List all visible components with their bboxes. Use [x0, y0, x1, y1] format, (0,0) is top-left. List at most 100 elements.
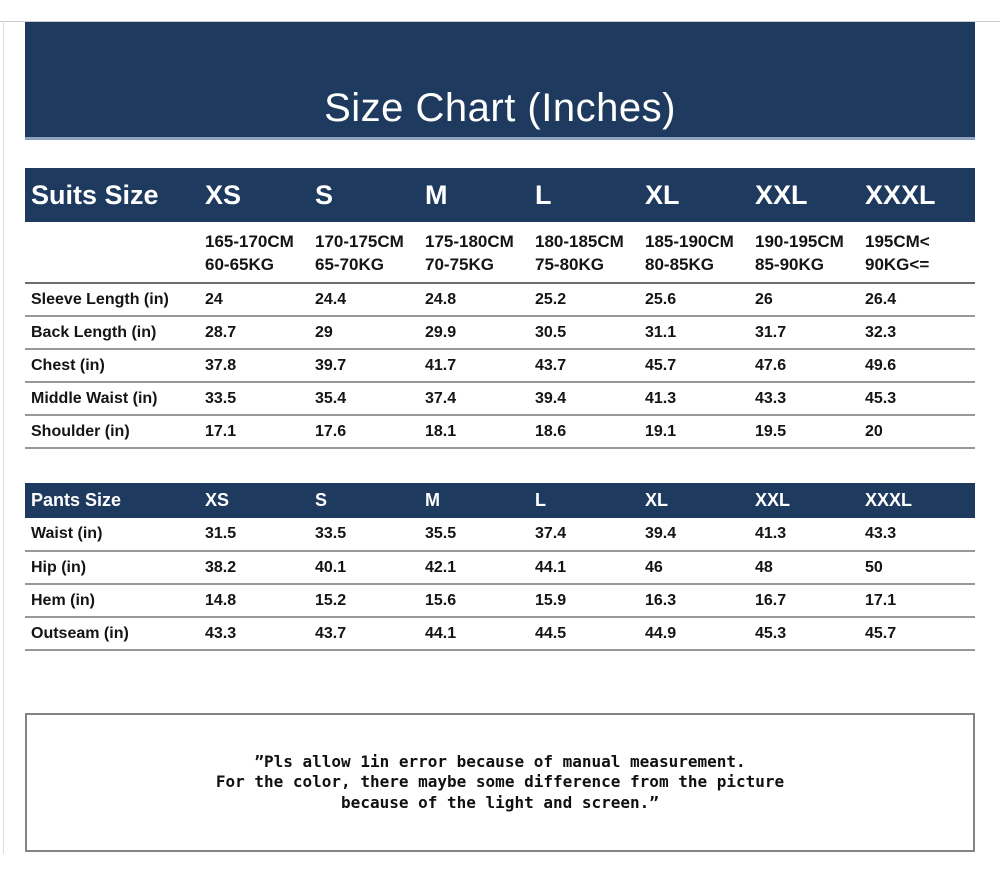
value-cell: 28.7	[205, 316, 315, 350]
value-cell: 17.1	[205, 415, 315, 449]
suits-table-title: Suits Size	[25, 168, 205, 222]
value-cell: 41.3	[645, 382, 755, 416]
value-cell: 37.8	[205, 349, 315, 383]
range-cell: 170-175CM 65-70KG	[315, 222, 425, 284]
pants-table-title: Pants Size	[25, 483, 205, 518]
value-cell: 18.1	[425, 415, 535, 449]
row-label: Sleeve Length (in)	[25, 283, 205, 317]
value-cell: 39.4	[535, 382, 645, 416]
size-col-header-xs: XS	[205, 483, 315, 518]
table-row-hip: Hip (in) 38.2 40.1 42.1 44.1 46 48 50	[25, 551, 975, 585]
value-cell: 32.3	[865, 316, 975, 350]
value-cell: 44.1	[425, 617, 535, 651]
table-row-shoulder: Shoulder (in) 17.1 17.6 18.1 18.6 19.1 1…	[25, 415, 975, 449]
value-cell: 50	[865, 551, 975, 585]
value-cell: 44.5	[535, 617, 645, 651]
range-cell: 190-195CM 85-90KG	[755, 222, 865, 284]
range-cell: 185-190CM 80-85KG	[645, 222, 755, 284]
size-col-header-l: L	[535, 168, 645, 222]
value-cell: 15.6	[425, 584, 535, 618]
value-cell: 19.5	[755, 415, 865, 449]
value-cell: 47.6	[755, 349, 865, 383]
note-line: ”Pls allow 1in error because of manual m…	[254, 751, 746, 771]
value-cell: 33.5	[315, 518, 425, 552]
value-cell: 30.5	[535, 316, 645, 350]
row-label: Hem (in)	[25, 584, 205, 618]
value-cell: 29.9	[425, 316, 535, 350]
range-cell: 175-180CM 70-75KG	[425, 222, 535, 284]
value-cell: 31.7	[755, 316, 865, 350]
value-cell: 25.6	[645, 283, 755, 317]
ranges-row-label	[25, 222, 205, 284]
value-cell: 25.2	[535, 283, 645, 317]
value-cell: 44.9	[645, 617, 755, 651]
size-col-header-m: M	[425, 168, 535, 222]
size-col-header-m: M	[425, 483, 535, 518]
table-row-hem: Hem (in) 14.8 15.2 15.6 15.9 16.3 16.7 1…	[25, 584, 975, 618]
size-col-header-xxxl: XXXL	[865, 483, 975, 518]
value-cell: 45.7	[645, 349, 755, 383]
value-cell: 16.3	[645, 584, 755, 618]
value-cell: 45.3	[755, 617, 865, 651]
pants-size-table: Pants Size XS S M L XL XXL XXXL Waist (i…	[25, 483, 975, 651]
size-col-header-s: S	[315, 483, 425, 518]
value-cell: 43.3	[205, 617, 315, 651]
value-cell: 43.7	[315, 617, 425, 651]
value-cell: 38.2	[205, 551, 315, 585]
page-left-divider	[3, 21, 4, 854]
suits-header-row: Suits Size XS S M L XL XXL XXXL	[25, 168, 975, 222]
value-cell: 43.7	[535, 349, 645, 383]
title-banner: Size Chart (Inches)	[25, 22, 975, 140]
value-cell: 48	[755, 551, 865, 585]
row-label: Waist (in)	[25, 518, 205, 552]
value-cell: 42.1	[425, 551, 535, 585]
size-col-header-xl: XL	[645, 168, 755, 222]
value-cell: 45.7	[865, 617, 975, 651]
value-cell: 24.4	[315, 283, 425, 317]
value-cell: 37.4	[425, 382, 535, 416]
value-cell: 26	[755, 283, 865, 317]
size-col-header-l: L	[535, 483, 645, 518]
size-col-header-xxl: XXL	[755, 483, 865, 518]
value-cell: 29	[315, 316, 425, 350]
value-cell: 41.7	[425, 349, 535, 383]
value-cell: 40.1	[315, 551, 425, 585]
value-cell: 39.7	[315, 349, 425, 383]
value-cell: 41.3	[755, 518, 865, 552]
value-cell: 31.5	[205, 518, 315, 552]
value-cell: 49.6	[865, 349, 975, 383]
value-cell: 19.1	[645, 415, 755, 449]
value-cell: 37.4	[535, 518, 645, 552]
table-row-middle-waist: Middle Waist (in) 33.5 35.4 37.4 39.4 41…	[25, 382, 975, 416]
table-row-outseam: Outseam (in) 43.3 43.7 44.1 44.5 44.9 45…	[25, 617, 975, 651]
page-title: Size Chart (Inches)	[324, 86, 676, 130]
height-weight-ranges-row: 165-170CM 60-65KG 170-175CM 65-70KG 175-18…	[25, 222, 975, 284]
value-cell: 24.8	[425, 283, 535, 317]
measurement-note-box: ”Pls allow 1in error because of manual m…	[25, 713, 975, 852]
value-cell: 31.1	[645, 316, 755, 350]
suits-size-table: Suits Size XS S M L XL XXL XXXL 165-170C…	[25, 168, 975, 449]
value-cell: 14.8	[205, 584, 315, 618]
note-line: For the color, there maybe some differen…	[215, 772, 785, 792]
row-label: Hip (in)	[25, 551, 205, 585]
value-cell: 15.9	[535, 584, 645, 618]
value-cell: 43.3	[755, 382, 865, 416]
value-cell: 18.6	[535, 415, 645, 449]
row-label: Chest (in)	[25, 349, 205, 383]
size-col-header-xs: XS	[205, 168, 315, 222]
value-cell: 17.1	[865, 584, 975, 618]
value-cell: 26.4	[865, 283, 975, 317]
value-cell: 39.4	[645, 518, 755, 552]
range-cell: 165-170CM 60-65KG	[205, 222, 315, 284]
value-cell: 43.3	[865, 518, 975, 552]
page-top-divider	[0, 21, 1000, 22]
value-cell: 15.2	[315, 584, 425, 618]
row-label: Back Length (in)	[25, 316, 205, 350]
value-cell: 35.4	[315, 382, 425, 416]
note-line: because of the light and screen.”	[341, 792, 659, 812]
size-col-header-xl: XL	[645, 483, 755, 518]
value-cell: 17.6	[315, 415, 425, 449]
row-label: Middle Waist (in)	[25, 382, 205, 416]
value-cell: 45.3	[865, 382, 975, 416]
